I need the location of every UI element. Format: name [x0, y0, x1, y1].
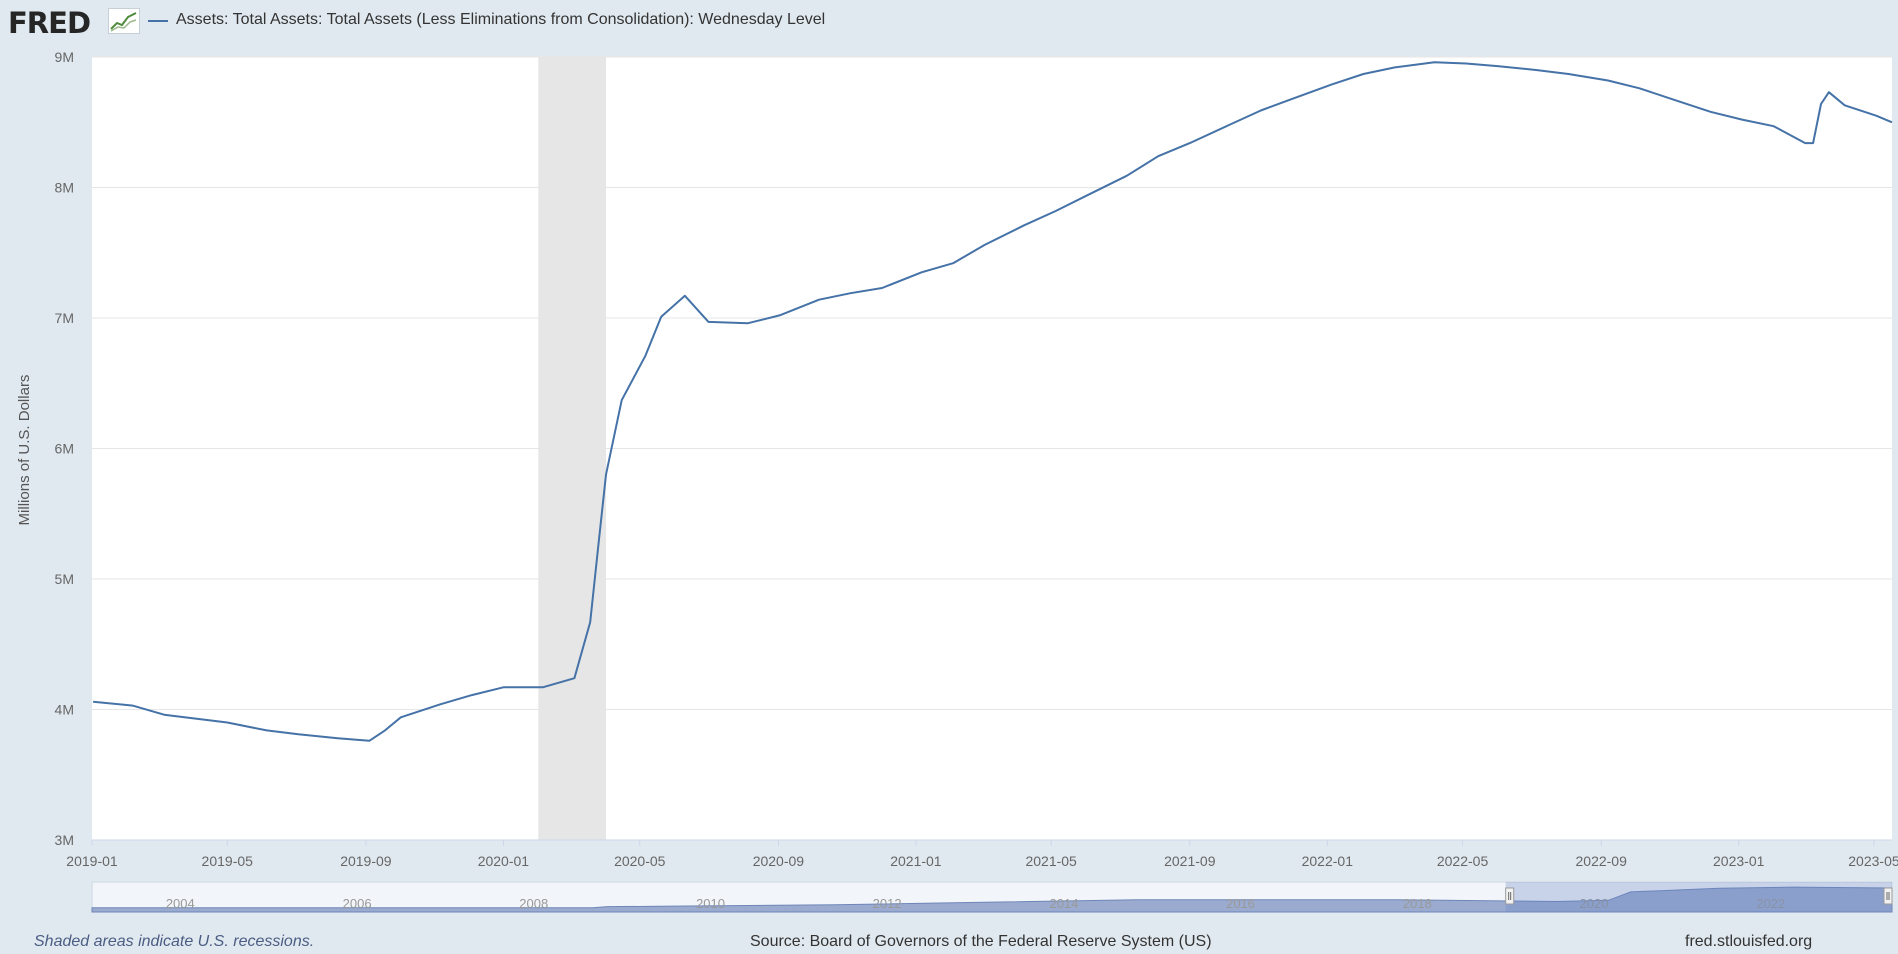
navigator-label: 2006 [343, 896, 372, 911]
x-tick-label: 2019-05 [202, 853, 254, 869]
x-tick-label: 2020-09 [753, 853, 805, 869]
legend-label[interactable]: Assets: Total Assets: Total Assets (Less… [176, 11, 826, 28]
x-tick-label: 2022-05 [1437, 853, 1489, 869]
x-tick-label: 2019-01 [66, 853, 118, 869]
navigator-handle-right[interactable] [1883, 887, 1893, 905]
navigator-label: 2008 [519, 896, 548, 911]
y-tick-label: 4M [55, 702, 74, 718]
site-link[interactable]: fred.stlouisfed.org [1685, 933, 1813, 950]
fred-logo[interactable]: FRED [8, 6, 91, 40]
x-tick-label: 2021-09 [1164, 853, 1216, 869]
legend-swatch [148, 20, 168, 22]
navigator-label: 2016 [1226, 896, 1255, 911]
x-tick-label: 2023-05 [1848, 853, 1898, 869]
y-tick-label: 7M [55, 310, 74, 326]
y-tick-label: 5M [55, 571, 74, 587]
navigator-label: 2020 [1580, 896, 1609, 911]
y-axis-label: Millions of U.S. Dollars [16, 375, 33, 526]
navigator-label: 2012 [873, 896, 902, 911]
y-tick-label: 3M [55, 832, 74, 848]
recession-note: Shaded areas indicate U.S. recessions. [34, 933, 315, 950]
series-line[interactable] [93, 61, 1893, 742]
navigator-handle-left[interactable] [1505, 887, 1515, 905]
navigator-label: 2004 [166, 896, 195, 911]
chart-header: FRED Assets: Total Assets: Total Assets … [0, 0, 1898, 44]
x-tick-label: 2021-01 [890, 853, 942, 869]
source-text: Source: Board of Governors of the Federa… [750, 933, 1212, 950]
navigator-selection[interactable] [1505, 882, 1892, 912]
navigator-label: 2018 [1403, 896, 1432, 911]
chart-icon[interactable] [108, 8, 140, 34]
y-tick-label: 9M [55, 49, 74, 65]
x-tick-label: 2022-01 [1302, 853, 1354, 869]
y-tick-label: 8M [55, 180, 74, 196]
x-tick-label: 2022-09 [1576, 853, 1628, 869]
navigator-series [91, 886, 1893, 913]
x-tick-label: 2023-01 [1713, 853, 1765, 869]
x-tick-label: 2019-09 [340, 853, 392, 869]
navigator-label: 2010 [696, 896, 725, 911]
x-tick-label: 2021-05 [1025, 853, 1077, 869]
navigator-label: 2022 [1756, 896, 1785, 911]
x-tick-label: 2020-01 [478, 853, 530, 869]
y-tick-label: 6M [55, 441, 74, 457]
navigator-label: 2014 [1050, 896, 1079, 911]
x-tick-label: 2020-05 [614, 853, 666, 869]
